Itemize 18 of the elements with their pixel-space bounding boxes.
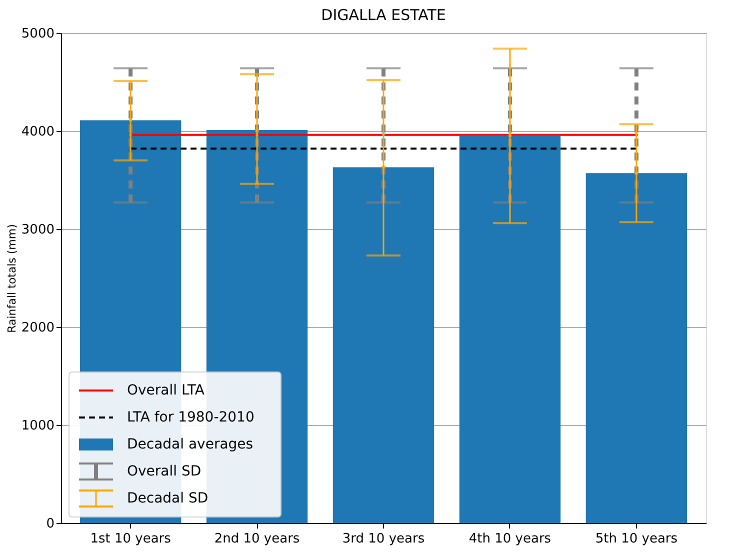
y-tick-label: 0: [46, 516, 54, 532]
y-tick-label: 5000: [21, 26, 54, 42]
legend-label: Decadal averages: [127, 436, 254, 452]
x-tick-label: 1st 10 years: [90, 532, 172, 546]
legend-label: LTA for 1980-2010: [127, 410, 254, 426]
y-tick-label: 3000: [21, 222, 54, 238]
x-tick-label: 2nd 10 years: [214, 532, 300, 546]
x-tick-label: 5th 10 years: [595, 532, 678, 546]
y-tick-label: 4000: [21, 124, 54, 140]
legend-label: Overall LTA: [127, 382, 205, 398]
y-axis-title: Rainfall totals (mm): [5, 224, 18, 333]
y-tick-label: 2000: [21, 320, 54, 336]
legend-label: Decadal SD: [127, 490, 208, 506]
x-tick-label: 3rd 10 years: [342, 532, 425, 546]
legend-label: Overall SD: [127, 464, 202, 480]
x-tick-label: 4th 10 years: [468, 532, 552, 546]
chart-title: DIGALLA ESTATE: [321, 6, 446, 24]
y-tick-label: 1000: [21, 418, 54, 434]
